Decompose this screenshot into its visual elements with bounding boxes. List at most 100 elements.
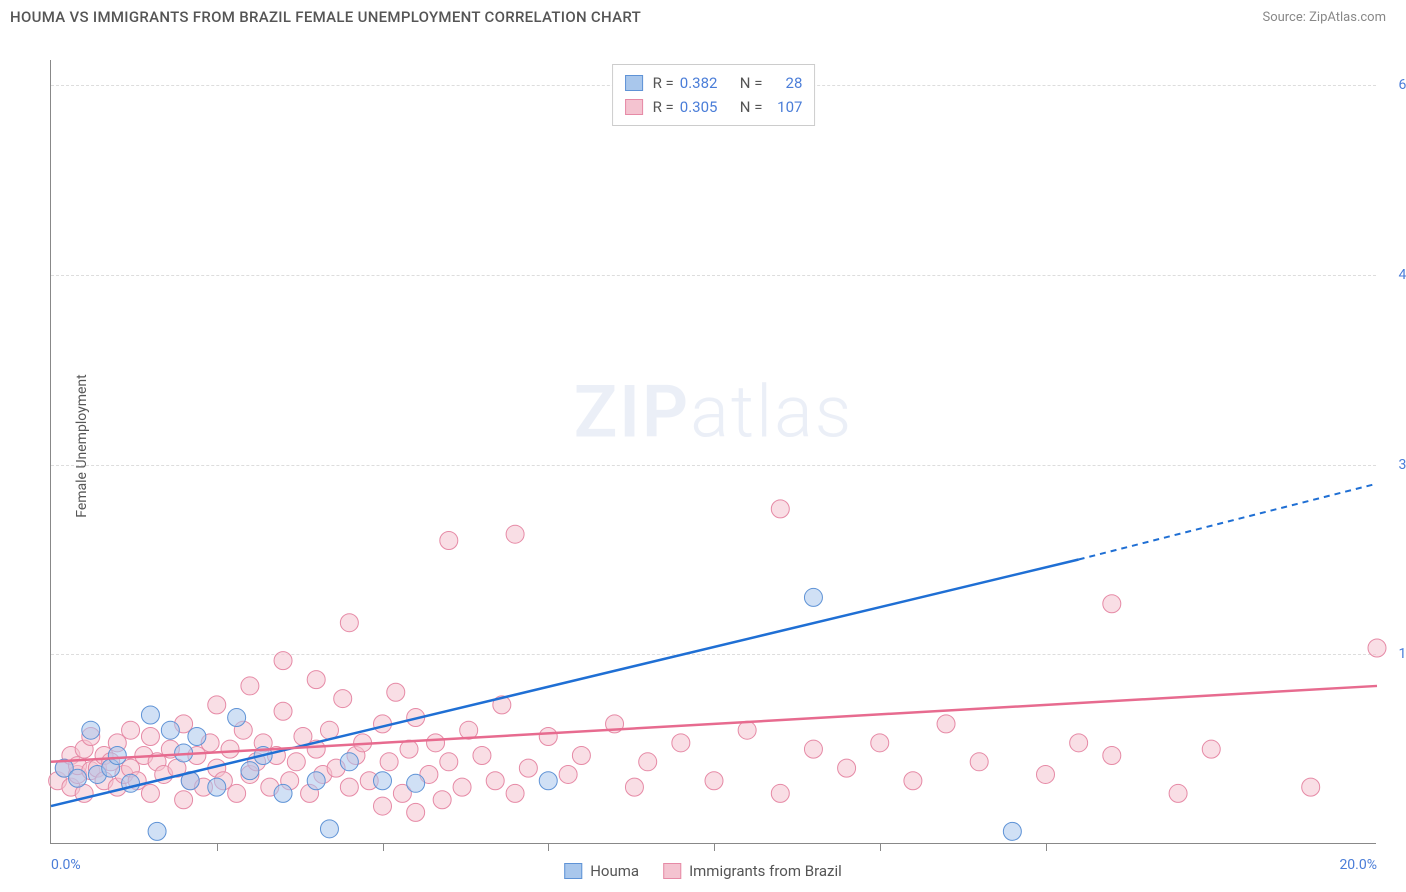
r-label: R = [653,71,674,95]
scatter-point [705,772,723,790]
legend-swatch [564,863,582,879]
scatter-point [221,740,239,758]
scatter-point [148,822,166,840]
scatter-point [625,778,643,796]
scatter-point [1302,778,1320,796]
scatter-point [228,784,246,802]
n-label: N = [740,95,763,119]
scatter-plot [51,60,1376,843]
scatter-point [473,746,491,764]
scatter-point [320,820,338,838]
scatter-point [506,525,524,543]
scatter-point [374,772,392,790]
legend-label: Immigrants from Brazil [689,862,842,880]
correlation-legend: R = 0.382 N =28 R = 0.305 N =107 [612,64,816,126]
scatter-point [274,652,292,670]
scatter-point [1003,822,1021,840]
scatter-point [639,753,657,771]
scatter-point [175,791,193,809]
n-label: N = [740,71,763,95]
scatter-point [141,784,159,802]
y-tick-label: 60.0% [1398,77,1406,93]
scatter-point [387,683,405,701]
scatter-point [904,772,922,790]
x-tick [217,843,218,851]
x-tick [548,843,549,851]
scatter-point [340,753,358,771]
scatter-point [380,753,398,771]
scatter-point [287,753,305,771]
scatter-point [672,734,690,752]
scatter-point [427,734,445,752]
scatter-point [188,728,206,746]
scatter-point [340,778,358,796]
legend-row: R = 0.382 N =28 [625,71,803,95]
scatter-point [122,721,140,739]
y-tick-label: 15.0% [1398,646,1406,662]
scatter-point [307,671,325,689]
legend-label: Houma [590,862,639,880]
scatter-point [307,772,325,790]
scatter-point [69,769,87,787]
x-tick [383,843,384,851]
scatter-point [486,772,504,790]
scatter-point [407,803,425,821]
x-tick-label: 20.0% [1339,857,1377,873]
legend-item: Immigrants from Brazil [663,862,842,880]
scatter-point [433,791,451,809]
scatter-point [241,762,259,780]
x-tick [1046,843,1047,851]
scatter-point [334,690,352,708]
n-value: 28 [768,71,802,95]
scatter-point [440,532,458,550]
scatter-point [871,734,889,752]
scatter-point [208,778,226,796]
scatter-point [519,759,537,777]
scatter-point [937,715,955,733]
scatter-point [1103,595,1121,613]
x-tick [880,843,881,851]
scatter-point [228,709,246,727]
scatter-point [340,614,358,632]
y-tick-label: 45.0% [1398,267,1406,283]
legend-swatch [663,863,681,879]
scatter-point [572,746,590,764]
legend-swatch [625,75,643,91]
scatter-point [374,797,392,815]
legend-swatch [625,99,643,115]
scatter-point [274,702,292,720]
scatter-point [161,721,179,739]
scatter-point [804,740,822,758]
scatter-point [539,772,557,790]
n-value: 107 [768,95,802,119]
scatter-point [1202,740,1220,758]
source-label: Source: ZipAtlas.com [1262,10,1386,25]
series-legend: Houma Immigrants from Brazil [564,862,842,880]
r-label: R = [653,95,674,119]
chart-plot-area: 15.0%30.0%45.0%60.0% 0.0%20.0% ZIPatlas … [50,60,1376,844]
scatter-point [738,721,756,739]
scatter-point [108,746,126,764]
scatter-point [838,759,856,777]
r-value: 0.305 [680,95,730,119]
y-tick-label: 30.0% [1398,457,1406,473]
scatter-point [1070,734,1088,752]
scatter-point [82,721,100,739]
scatter-point [771,500,789,518]
scatter-point [804,588,822,606]
r-value: 0.382 [680,71,730,95]
scatter-point [539,728,557,746]
x-tick [714,843,715,851]
scatter-point [1037,765,1055,783]
scatter-point [141,706,159,724]
scatter-point [1169,784,1187,802]
scatter-point [141,728,159,746]
scatter-point [274,784,292,802]
scatter-point [208,696,226,714]
scatter-point [1103,746,1121,764]
scatter-point [241,677,259,695]
scatter-point [440,753,458,771]
scatter-point [506,784,524,802]
scatter-point [407,774,425,792]
scatter-point [559,765,577,783]
